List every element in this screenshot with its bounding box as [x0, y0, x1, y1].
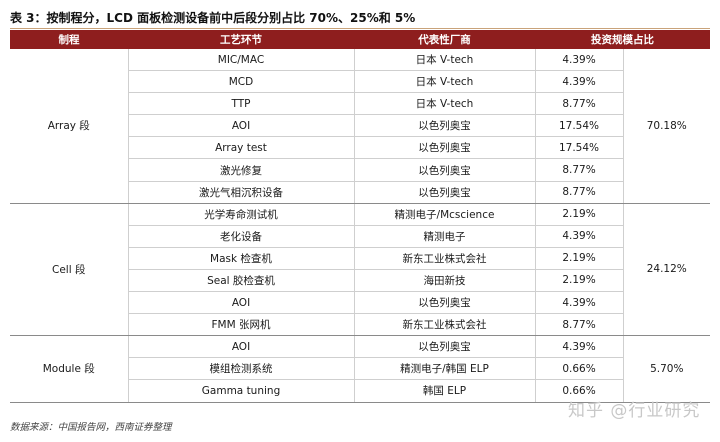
table-row: 模组检测系统 精测电子/韩国 ELP 0.66%	[10, 357, 710, 381]
step-cell: FMM 张网机	[128, 313, 354, 337]
share-cell: 8.77%	[534, 92, 623, 116]
share-cell: 0.66%	[534, 379, 623, 403]
header-vendor: 代表性厂商	[354, 30, 535, 49]
vendor-cell: 以色列奥宝	[353, 158, 535, 182]
vendor-cell: 日本 V-tech	[353, 49, 535, 72]
table-row: Cell 段 光学寿命测试机 精测电子/Mcscience 2.19% 24.1…	[10, 203, 710, 337]
share-cell: 4.39%	[534, 335, 623, 359]
step-cell: 激光修复	[128, 158, 354, 182]
table-row: Array 段 MIC/MAC 日本 V-tech 4.39% 70.18%	[10, 49, 710, 204]
vendor-cell: 精测电子	[353, 225, 535, 248]
title-divider	[10, 28, 710, 29]
vendor-cell: 新东工业株式会社	[353, 247, 535, 270]
segment-cell-total: 24.12%	[622, 203, 710, 337]
vendor-cell: 以色列奥宝	[353, 114, 535, 138]
vendor-cell: 以色列奥宝	[353, 181, 535, 204]
vendor-cell: 以色列奥宝	[353, 335, 535, 359]
share-cell: 2.19%	[534, 269, 623, 293]
share-cell: 0.66%	[534, 357, 623, 381]
table-row: TTP 日本 V-tech 8.77%	[10, 92, 710, 116]
share-cell: 17.54%	[534, 136, 623, 160]
vendor-cell: 以色列奥宝	[353, 136, 535, 160]
share-cell: 4.39%	[534, 291, 623, 315]
vendor-cell: 精测电子/Mcscience	[353, 203, 535, 226]
table-row: 激光气相沉积设备 以色列奥宝 8.77%	[10, 181, 710, 204]
vendor-cell: 海田新技	[353, 269, 535, 293]
table-row: Gamma tuning 韩国 ELP 0.66%	[10, 379, 710, 403]
table-row: Array test 以色列奥宝 17.54%	[10, 136, 710, 160]
watermark: 知乎 @行业研究	[568, 401, 701, 421]
table-header-row: 制程 工艺环节 代表性厂商 投资规模占比	[10, 30, 710, 49]
table-row: 老化设备 精测电子 4.39%	[10, 225, 710, 248]
header-share: 投资规模占比	[535, 30, 710, 49]
source-note: 数据来源：中国报告网，西南证券整理	[10, 422, 172, 433]
step-cell: AOI	[128, 291, 354, 315]
step-cell: 模组检测系统	[128, 357, 354, 381]
step-cell: 光学寿命测试机	[127, 203, 354, 226]
header-step: 工艺环节	[128, 30, 354, 49]
table-row: Seal 胶检查机 海田新技 2.19%	[10, 269, 710, 293]
vendor-cell: 精测电子/韩国 ELP	[353, 357, 535, 381]
step-cell: AOI	[127, 335, 354, 359]
table-title: 表 3：按制程分，LCD 面板检测设备前中后段分别占比 70%、25%和 5%	[10, 11, 416, 25]
table-row: 激光修复 以色列奥宝 8.77%	[10, 158, 710, 182]
segment-module-label: Module 段	[10, 335, 129, 403]
share-cell: 8.77%	[534, 158, 623, 182]
segment-cell-label: Cell 段	[10, 203, 129, 337]
share-cell: 2.19%	[534, 247, 623, 270]
table-row: Mask 检查机 新东工业株式会社 2.19%	[10, 247, 710, 270]
step-cell: 激光气相沉积设备	[128, 181, 354, 204]
table-row: Module 段 AOI 以色列奥宝 4.39% 5.70%	[10, 335, 710, 403]
header-process: 制程	[10, 30, 128, 49]
step-cell: MCD	[128, 70, 354, 94]
share-cell: 17.54%	[534, 114, 623, 138]
share-cell: 4.39%	[534, 225, 623, 248]
table-row: AOI 以色列奥宝 17.54%	[10, 114, 710, 138]
share-cell: 4.39%	[534, 49, 623, 72]
vendor-cell: 以色列奥宝	[353, 291, 535, 315]
segment-array-total: 70.18%	[622, 49, 710, 204]
step-cell: 老化设备	[128, 225, 354, 248]
step-cell: Mask 检查机	[128, 247, 354, 270]
step-cell: Array test	[128, 136, 354, 160]
segment-module-total: 5.70%	[622, 335, 710, 403]
table-row: MCD 日本 V-tech 4.39%	[10, 70, 710, 94]
share-cell: 4.39%	[534, 70, 623, 94]
step-cell: AOI	[128, 114, 354, 138]
table-row: FMM 张网机 新东工业株式会社 8.77%	[10, 313, 710, 337]
step-cell: TTP	[128, 92, 354, 116]
segment-array-label: Array 段	[10, 49, 129, 204]
step-cell: Seal 胶检查机	[128, 269, 354, 293]
investment-share-table: 制程 工艺环节 代表性厂商 投资规模占比 Array 段 MIC/MAC 日本 …	[10, 30, 710, 403]
share-cell: 8.77%	[534, 313, 623, 337]
table-row: AOI 以色列奥宝 4.39%	[10, 291, 710, 315]
vendor-cell: 新东工业株式会社	[353, 313, 535, 337]
vendor-cell: 日本 V-tech	[353, 92, 535, 116]
step-cell: MIC/MAC	[127, 49, 354, 72]
share-cell: 8.77%	[534, 181, 623, 204]
share-cell: 2.19%	[534, 203, 623, 226]
vendor-cell: 日本 V-tech	[353, 70, 535, 94]
vendor-cell: 韩国 ELP	[353, 379, 535, 403]
step-cell: Gamma tuning	[128, 379, 354, 403]
